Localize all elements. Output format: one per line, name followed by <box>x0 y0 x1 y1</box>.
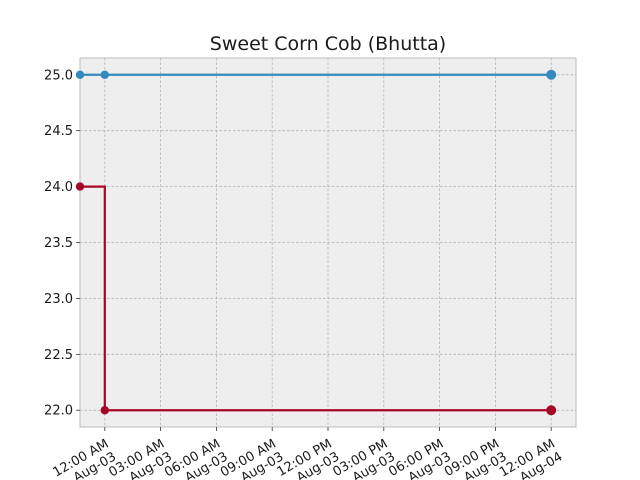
x-tick-label: 06:00 PMAug-03 <box>386 437 454 480</box>
x-tick-label-text: 09:00 AMAug-03 <box>218 437 286 480</box>
chart-title: Sweet Corn Cob (Bhutta) <box>210 33 446 55</box>
x-tick-label-text: 12:00 AMAug-04 <box>497 437 565 480</box>
y-tick-label: 22.0 <box>44 404 73 419</box>
x-tick-label: 12:00 AMAug-04 <box>497 437 565 480</box>
y-tick-label: 22.5 <box>44 348 73 363</box>
x-tick-label: 12:00 PMAug-03 <box>275 437 343 480</box>
series-0-point <box>100 70 110 79</box>
y-tick-label: 23.5 <box>44 236 73 251</box>
series-line-1 <box>80 185 552 412</box>
x-tick-label-text: 12:00 PMAug-03 <box>275 437 343 480</box>
y-tick-label: 24.5 <box>44 124 73 139</box>
series-0-point <box>75 70 85 79</box>
y-axis: 22.0 22.5 23.0 23.5 24.0 24.5 25.0 <box>44 68 80 419</box>
series-1-point <box>100 406 110 415</box>
series-0-point <box>546 69 557 80</box>
series-1-point <box>75 182 85 191</box>
y-tick-label: 24.0 <box>44 180 73 195</box>
x-tick-label-text: 06:00 PMAug-03 <box>386 437 454 480</box>
x-tick-label: 03:00 PMAug-03 <box>330 437 398 480</box>
y-tick-label: 25.0 <box>44 68 73 83</box>
y-tick-label: 23.0 <box>44 292 73 307</box>
series-1-point <box>546 405 557 416</box>
x-tick-label-text: 03:00 PMAug-03 <box>330 437 398 480</box>
x-tick-label: 09:00 AMAug-03 <box>218 437 286 480</box>
series-layer <box>75 69 557 416</box>
